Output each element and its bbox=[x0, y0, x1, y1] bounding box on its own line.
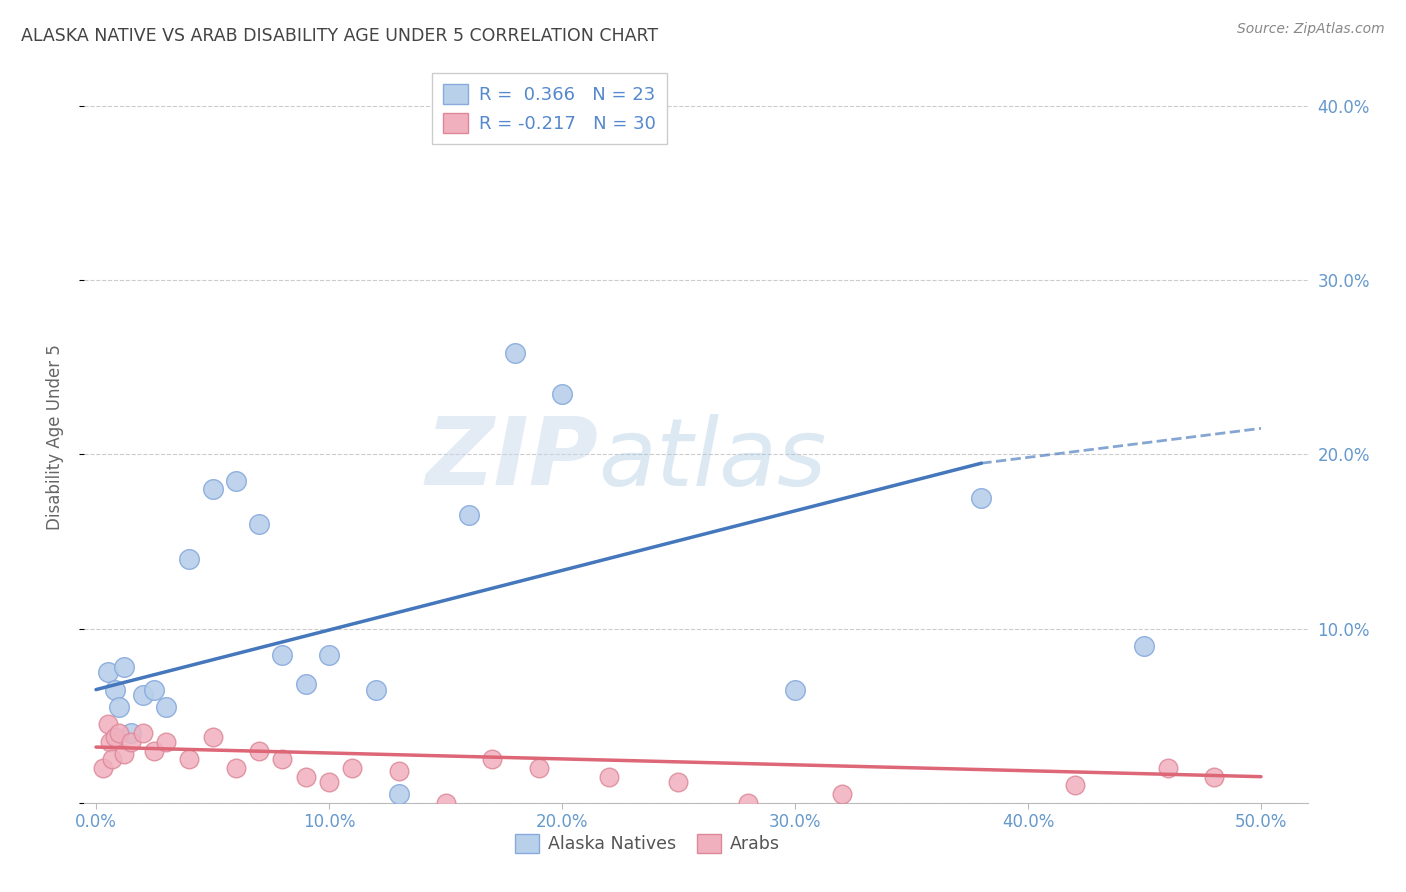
Point bbox=[108, 700, 131, 714]
Point bbox=[1204, 770, 1226, 784]
Point bbox=[318, 648, 340, 662]
Point bbox=[294, 677, 316, 691]
Point bbox=[783, 682, 806, 697]
Point bbox=[505, 346, 527, 360]
Point bbox=[104, 682, 127, 697]
Point bbox=[364, 682, 387, 697]
Point bbox=[91, 761, 114, 775]
Point bbox=[97, 665, 120, 680]
Point bbox=[737, 796, 759, 810]
Point bbox=[1133, 639, 1156, 653]
Point bbox=[120, 726, 142, 740]
Point bbox=[104, 730, 127, 744]
Point bbox=[598, 770, 620, 784]
Point bbox=[112, 747, 135, 761]
Point bbox=[131, 688, 153, 702]
Text: Source: ZipAtlas.com: Source: ZipAtlas.com bbox=[1237, 22, 1385, 37]
Point bbox=[120, 735, 142, 749]
Point bbox=[131, 726, 153, 740]
Y-axis label: Disability Age Under 5: Disability Age Under 5 bbox=[45, 344, 63, 530]
Point bbox=[668, 775, 690, 789]
Point bbox=[247, 743, 270, 757]
Point bbox=[271, 648, 294, 662]
Point bbox=[155, 700, 177, 714]
Point bbox=[527, 761, 550, 775]
Point bbox=[970, 491, 993, 505]
Point bbox=[155, 735, 177, 749]
Point bbox=[1157, 761, 1180, 775]
Point bbox=[388, 764, 411, 779]
Point bbox=[179, 752, 201, 766]
Point bbox=[101, 752, 124, 766]
Text: ZIP: ZIP bbox=[425, 413, 598, 505]
Point bbox=[388, 787, 411, 801]
Point bbox=[551, 386, 574, 401]
Point bbox=[201, 730, 224, 744]
Point bbox=[108, 726, 131, 740]
Point bbox=[831, 787, 853, 801]
Point bbox=[97, 717, 120, 731]
Legend: Alaska Natives, Arabs: Alaska Natives, Arabs bbox=[508, 827, 786, 860]
Point bbox=[143, 682, 166, 697]
Point bbox=[143, 743, 166, 757]
Text: ALASKA NATIVE VS ARAB DISABILITY AGE UNDER 5 CORRELATION CHART: ALASKA NATIVE VS ARAB DISABILITY AGE UND… bbox=[21, 27, 658, 45]
Text: atlas: atlas bbox=[598, 414, 827, 505]
Point bbox=[318, 775, 340, 789]
Point bbox=[342, 761, 364, 775]
Point bbox=[457, 508, 479, 523]
Point bbox=[271, 752, 294, 766]
Point bbox=[247, 517, 270, 532]
Point bbox=[294, 770, 316, 784]
Point bbox=[1063, 778, 1085, 792]
Point bbox=[98, 735, 121, 749]
Point bbox=[434, 796, 457, 810]
Point bbox=[201, 483, 224, 497]
Point bbox=[179, 552, 201, 566]
Point bbox=[481, 752, 503, 766]
Point bbox=[225, 761, 247, 775]
Point bbox=[225, 474, 247, 488]
Point bbox=[112, 660, 135, 674]
